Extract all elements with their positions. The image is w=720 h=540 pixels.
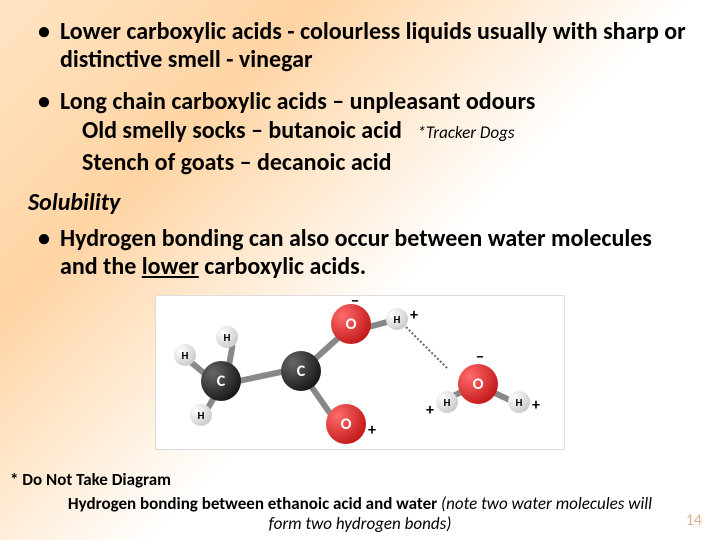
charge-pos: + [532, 396, 540, 415]
hydrogen-atom: H [174, 344, 196, 366]
hydrogen-atom: H [216, 326, 238, 348]
charge-neg: − [351, 292, 359, 311]
b3-underlined: lower [142, 252, 199, 281]
hydrogen-atom: H [386, 308, 408, 330]
hydrogen-atom: H [190, 404, 212, 426]
molecule-diagram: C C O O O H H H H H H − − + + + + [155, 295, 565, 450]
b3-post: carboxylic acids. [199, 252, 366, 281]
bullet-marker: • [28, 225, 60, 281]
bullet-marker: • [28, 18, 60, 74]
caption-bold: Hydrogen bonding between ethanoic acid a… [68, 493, 441, 514]
slide-number: 14 [686, 511, 702, 530]
bullet-2: • Long chain carboxylic acids – unpleasa… [28, 88, 692, 178]
charge-pos: + [410, 306, 418, 325]
tracker-note: *Tracker Dogs [417, 122, 514, 143]
diagram-caption: Hydrogen bonding between ethanoic acid a… [0, 494, 720, 534]
bullet-2-main: Long chain carboxylic acids – unpleasant… [60, 88, 692, 116]
do-not-take-note: * Do Not Take Diagram [10, 469, 171, 490]
hydrogen-atom: H [508, 391, 530, 413]
carbon-atom: C [201, 361, 241, 401]
slide-content: • Lower carboxylic acids - colourless li… [0, 0, 720, 450]
bullet-2-sub1: Old smelly socks – butanoic acid *Tracke… [28, 116, 692, 148]
sub1-text: Old smelly socks – butanoic acid [82, 116, 402, 145]
solubility-heading: Solubility [28, 188, 692, 217]
charge-neg: − [476, 348, 484, 367]
carbon-atom: C [281, 351, 321, 391]
oxygen-atom: O [326, 404, 366, 444]
bullet-3: • Hydrogen bonding can also occur betwee… [28, 225, 692, 281]
bullet-3-text: Hydrogen bonding can also occur between … [60, 225, 692, 281]
oxygen-atom: O [458, 364, 498, 404]
hydrogen-atom: H [436, 391, 458, 413]
bullet-1: • Lower carboxylic acids - colourless li… [28, 18, 692, 74]
bullet-2-sub2: Stench of goats – decanoic acid [28, 148, 692, 178]
charge-pos: + [426, 401, 434, 420]
bullet-1-text: Lower carboxylic acids - colourless liqu… [60, 18, 692, 74]
bullet-marker: • [28, 88, 60, 116]
hydrogen-bond [405, 326, 447, 368]
charge-pos: + [368, 421, 376, 440]
